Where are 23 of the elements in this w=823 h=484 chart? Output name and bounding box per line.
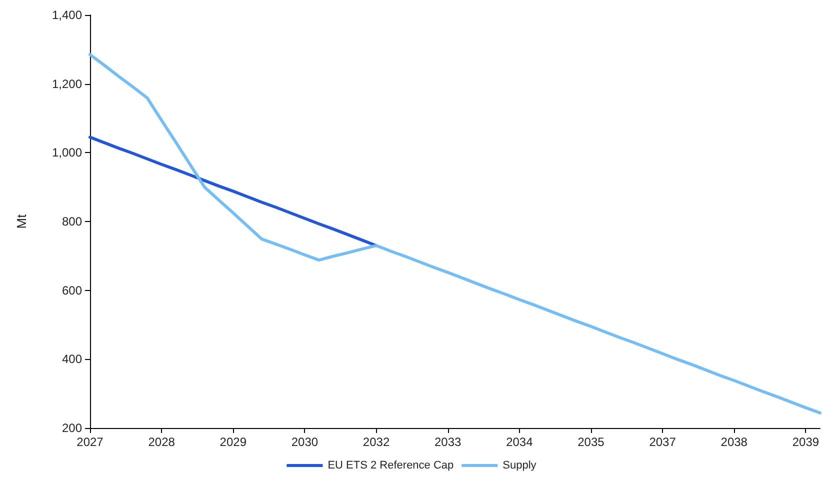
x-tick-label: 2028 [148,435,176,449]
y-tick-label: 400 [62,352,82,366]
x-tick-label: 2034 [506,435,534,449]
y-tick-label: 800 [62,214,82,228]
y-tick-label: 1,200 [52,76,82,91]
y-tick-label: 600 [62,283,82,298]
x-tick-label: 2038 [720,435,748,449]
y-tick-label: 1,000 [52,146,82,160]
y-tick-label: 1,400 [52,8,82,22]
x-tick-label: 2029 [220,435,247,449]
y-axis-title: Mt [14,214,29,229]
legend-label: Supply [502,460,537,472]
x-tick-label: 2035 [578,435,605,449]
x-tick-label: 2030 [291,435,318,449]
x-tick-label: 2039 [792,435,820,449]
x-tick-label: 2032 [362,435,390,449]
line-series [88,53,822,414]
legend-label: EU ETS 2 Reference Cap [328,460,454,472]
line-series [88,136,378,248]
x-tick-label: 2033 [434,435,462,449]
x-tick-label: 2037 [649,435,676,449]
x-tick-label: 2027 [76,435,104,449]
y-tick-label: 200 [62,421,82,435]
